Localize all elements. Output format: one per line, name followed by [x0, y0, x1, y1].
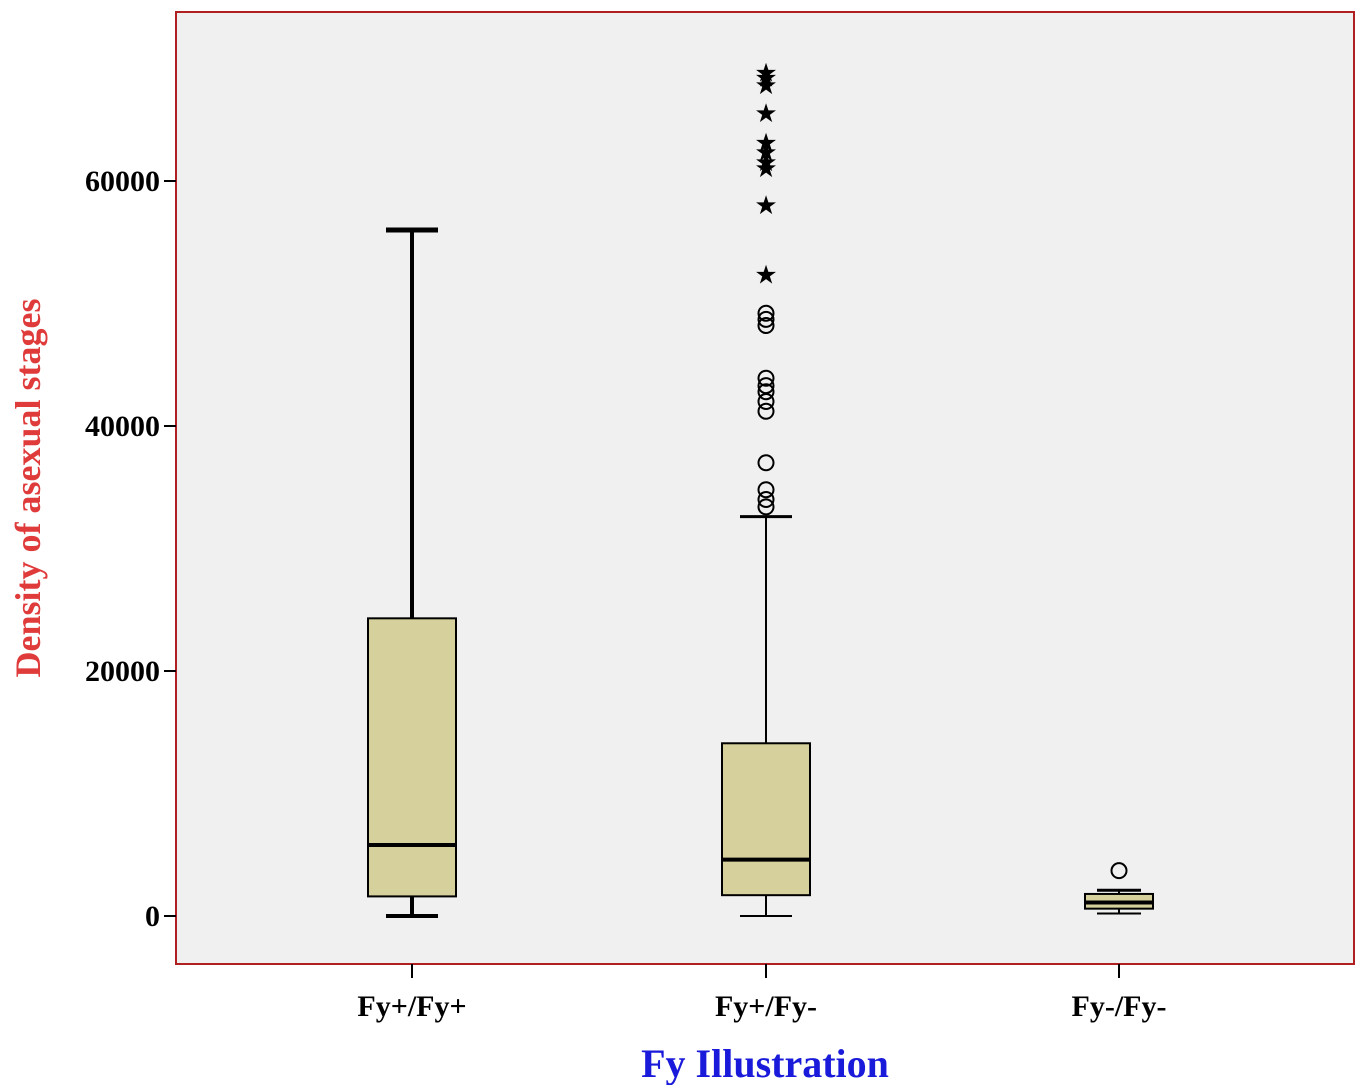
x-axis-title: Fy Illustration: [641, 1041, 889, 1085]
outlier-point: [1110, 862, 1128, 880]
y-axis-title: Density of asexual stages: [8, 299, 48, 678]
extreme-point: ★: [754, 63, 777, 93]
outlier-point: [757, 377, 775, 395]
box-fy-fy-: [367, 227, 457, 918]
outlier-point: [757, 369, 775, 387]
outlier-point: [757, 317, 775, 335]
box-fy-fy-: ★★★★★★★★★★: [721, 59, 811, 917]
y-tick-label: 0: [145, 900, 160, 933]
extreme-point: ★: [754, 71, 777, 101]
boxes-group: ★★★★★★★★★★: [367, 59, 1154, 918]
extreme-point: ★: [754, 99, 777, 129]
iqr-box: [367, 617, 457, 898]
extreme-point: ★: [754, 128, 777, 158]
outlier-point: [757, 454, 775, 472]
x-tick-label: Fy-/Fy-: [1072, 990, 1167, 1023]
outlier-point: [757, 481, 775, 499]
y-axis: 0 20000 40000 60000: [85, 165, 176, 933]
y-tick-label: 20000: [85, 655, 160, 688]
y-tick-label: 40000: [85, 410, 160, 443]
x-axis: Fy+/Fy+ Fy+/Fy- Fy-/Fy-: [357, 964, 1166, 1023]
extreme-point: ★: [754, 148, 777, 178]
outlier-point: [757, 383, 775, 401]
outlier-point: [757, 498, 775, 516]
extreme-point: ★: [754, 191, 777, 221]
x-tick-label: Fy+/Fy+: [357, 990, 466, 1023]
extreme-point: ★: [754, 138, 777, 168]
iqr-box: [721, 742, 811, 897]
extreme-point: ★: [754, 154, 777, 184]
outlier-point: [757, 491, 775, 508]
outlier-point: [757, 310, 775, 328]
extreme-point: ★: [754, 261, 777, 291]
box-fy-fy-: [1084, 862, 1154, 915]
y-tick-label: 60000: [85, 165, 160, 198]
extreme-point: ★: [754, 59, 777, 89]
outlier-point: [757, 402, 775, 420]
outlier-point: [757, 304, 775, 322]
x-tick-label: Fy+/Fy-: [715, 990, 817, 1023]
